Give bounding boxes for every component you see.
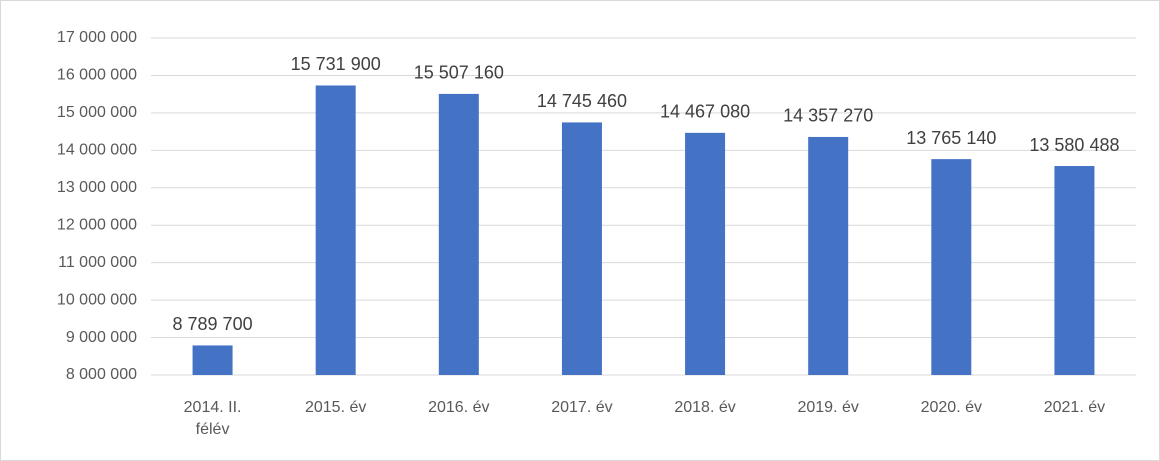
x-tick-label: 2017. év bbox=[551, 399, 613, 416]
value-label: 13 580 488 bbox=[1029, 135, 1119, 155]
x-tick-label: 2016. év bbox=[428, 399, 490, 416]
x-tick-label: 2020. év bbox=[920, 399, 982, 416]
y-tick-label: 16 000 000 bbox=[57, 67, 137, 84]
value-label: 13 765 140 bbox=[906, 128, 996, 148]
y-tick-label: 14 000 000 bbox=[57, 142, 137, 159]
x-tick-label: 2014. II. félév bbox=[183, 399, 242, 438]
y-tick-label: 12 000 000 bbox=[57, 216, 137, 233]
bar bbox=[931, 159, 972, 375]
y-tick-label: 9 000 000 bbox=[66, 329, 137, 346]
bar bbox=[315, 85, 356, 375]
bar bbox=[561, 122, 602, 375]
x-tick-label: 2021. év bbox=[1043, 399, 1106, 416]
y-tick-label: 11 000 000 bbox=[58, 254, 137, 271]
value-label: 15 507 160 bbox=[414, 63, 504, 83]
y-tick-label: 10 000 000 bbox=[57, 291, 137, 308]
value-label: 15 731 900 bbox=[291, 54, 381, 74]
bar bbox=[808, 136, 849, 375]
bar bbox=[192, 345, 233, 375]
bar bbox=[1054, 166, 1095, 375]
value-label: 8 789 700 bbox=[173, 314, 253, 334]
y-tick-label: 15 000 000 bbox=[57, 104, 137, 121]
value-label: 14 357 270 bbox=[783, 106, 873, 126]
x-tick-label: 2015. év bbox=[304, 399, 367, 416]
y-tick-label: 8 000 000 bbox=[66, 366, 137, 383]
x-tick-label: 2019. év bbox=[797, 399, 859, 416]
value-label: 14 467 080 bbox=[660, 102, 750, 122]
value-label: 14 745 460 bbox=[537, 91, 627, 111]
y-tick-label: 17 000 000 bbox=[57, 29, 137, 46]
y-tick-label: 13 000 000 bbox=[57, 179, 137, 196]
x-tick-label: 2018. év bbox=[674, 399, 736, 416]
bar bbox=[685, 132, 726, 375]
bar bbox=[438, 93, 479, 376]
